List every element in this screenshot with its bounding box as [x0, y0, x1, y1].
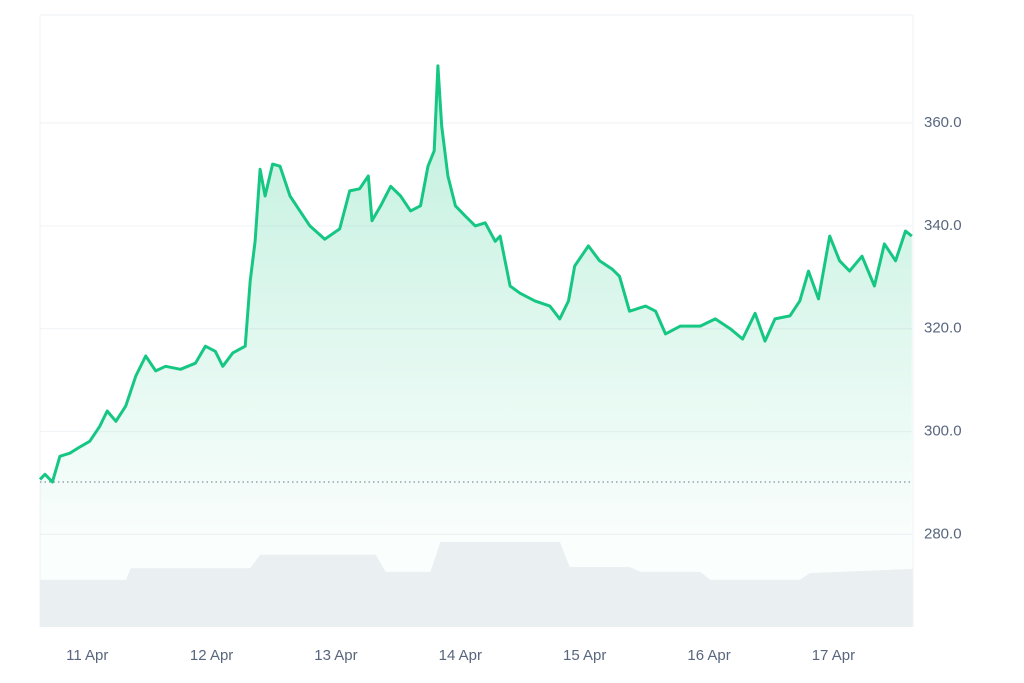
y-tick-label: 320.0: [924, 320, 962, 337]
x-tick-label: 17 Apr: [812, 647, 855, 664]
y-tick-label: 340.0: [924, 217, 962, 234]
x-tick-label: 12 Apr: [190, 647, 233, 664]
x-tick-label: 11 Apr: [66, 647, 108, 664]
x-tick-label: 13 Apr: [314, 647, 357, 664]
x-tick-label: 14 Apr: [439, 647, 482, 664]
price-area: [40, 65, 912, 627]
y-tick-label: 360.0: [924, 114, 962, 131]
x-tick-label: 16 Apr: [687, 647, 730, 664]
price-line: [38, 64, 913, 484]
y-tick-label: 300.0: [924, 423, 962, 440]
y-tick-label: 280.0: [924, 525, 962, 542]
x-tick-label: 15 Apr: [563, 647, 606, 664]
